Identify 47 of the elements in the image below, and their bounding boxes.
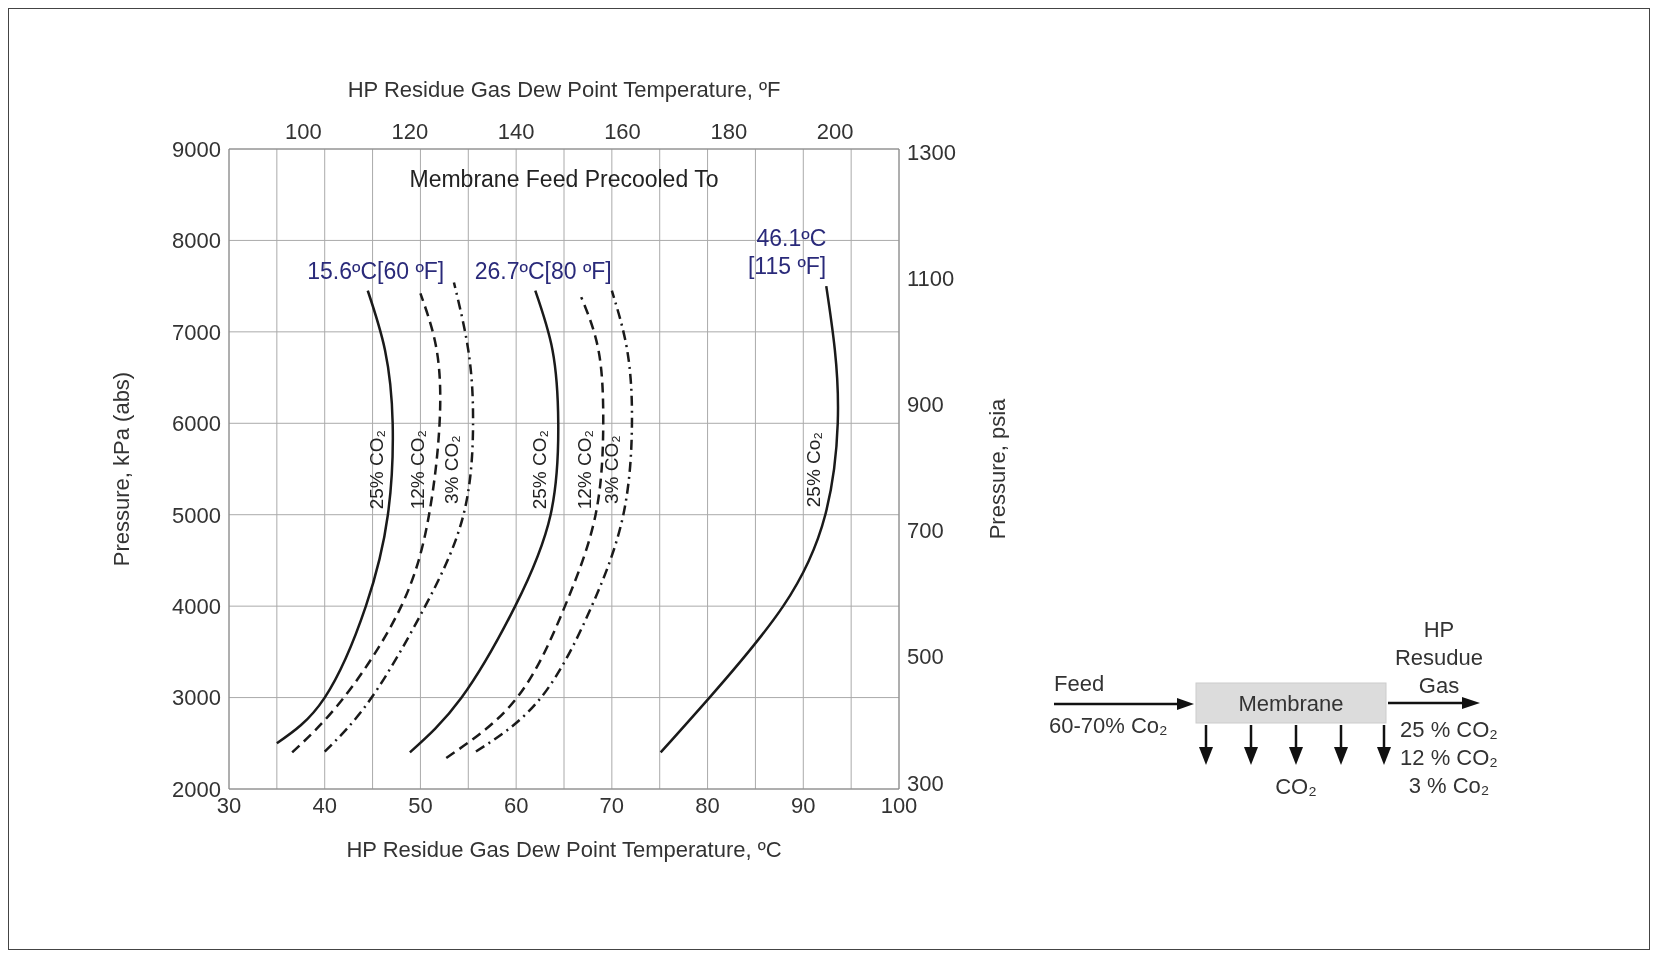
y-tick-label: 6000 <box>172 411 221 437</box>
text: 3 % Co₂ <box>1408 773 1490 798</box>
text: 25% CO₂ <box>365 430 387 510</box>
x2-axis-title: HP Residue Gas Dew Point Temperature, ºF <box>347 76 781 102</box>
y-axis-title: Pressure, kPa (abs) <box>108 371 134 567</box>
y-tick-label: 8000 <box>172 228 221 254</box>
y2-tick-label: 1100 <box>907 266 955 292</box>
x2-tick-label: 140 <box>497 119 535 144</box>
annotation: 26.7ºC[80 ºF] <box>474 257 612 284</box>
text: HP Resudue Gas <box>1394 617 1484 698</box>
annotation: 46.1ºC [115 ºF] <box>747 225 827 280</box>
text: 60-70% Co₂ <box>1049 713 1168 738</box>
y-tick-label: 5000 <box>172 502 221 528</box>
text: 25% CO₂ <box>528 430 550 510</box>
x-tick-label: 40 <box>312 792 337 818</box>
text: 3% CO₂ <box>441 435 463 505</box>
text: 12% CO₂ <box>573 430 595 510</box>
y2-tick-label: 700 <box>907 518 944 544</box>
x2-tick-label: 200 <box>816 119 854 144</box>
x2-tick-label: 160 <box>604 119 641 144</box>
text: 25% Co₂ <box>803 432 825 508</box>
y2-tick-label: 500 <box>907 644 944 670</box>
y2-tick-label: 1300 <box>907 139 956 165</box>
text: 3% CO₂ <box>601 435 623 505</box>
annotation: 15.6ºC[60 ºF] <box>307 257 445 284</box>
x-tick-label: 80 <box>695 792 720 818</box>
text: Feed <box>1054 671 1105 696</box>
y2-axis-title: Pressure, psia <box>984 397 1010 540</box>
text: 12 % CO₂ <box>1400 745 1498 770</box>
x2-tick-label: 180 <box>710 119 748 144</box>
x-tick-label: 50 <box>408 792 433 818</box>
y-tick-label: 9000 <box>172 136 221 162</box>
y-tick-label: 7000 <box>172 319 221 345</box>
y-tick-label: 4000 <box>172 593 221 619</box>
x-tick-label: 70 <box>599 792 625 818</box>
y-tick-label: 3000 <box>172 685 221 711</box>
text: 12% CO₂ <box>407 430 429 510</box>
text: Membrane <box>1238 691 1344 716</box>
annotation: Membrane Feed Precooled To <box>409 166 719 193</box>
y2-tick-label: 900 <box>907 392 944 418</box>
x-tick-label: 60 <box>503 792 529 818</box>
x-tick-label: 90 <box>791 792 816 818</box>
x-axis-title: HP Residue Gas Dew Point Temperature, ºC <box>346 837 782 862</box>
x2-tick-label: 100 <box>285 119 322 144</box>
text: 25 % CO₂ <box>1400 717 1498 742</box>
text: CO₂ <box>1275 774 1317 799</box>
x2-tick-label: 120 <box>391 119 429 144</box>
